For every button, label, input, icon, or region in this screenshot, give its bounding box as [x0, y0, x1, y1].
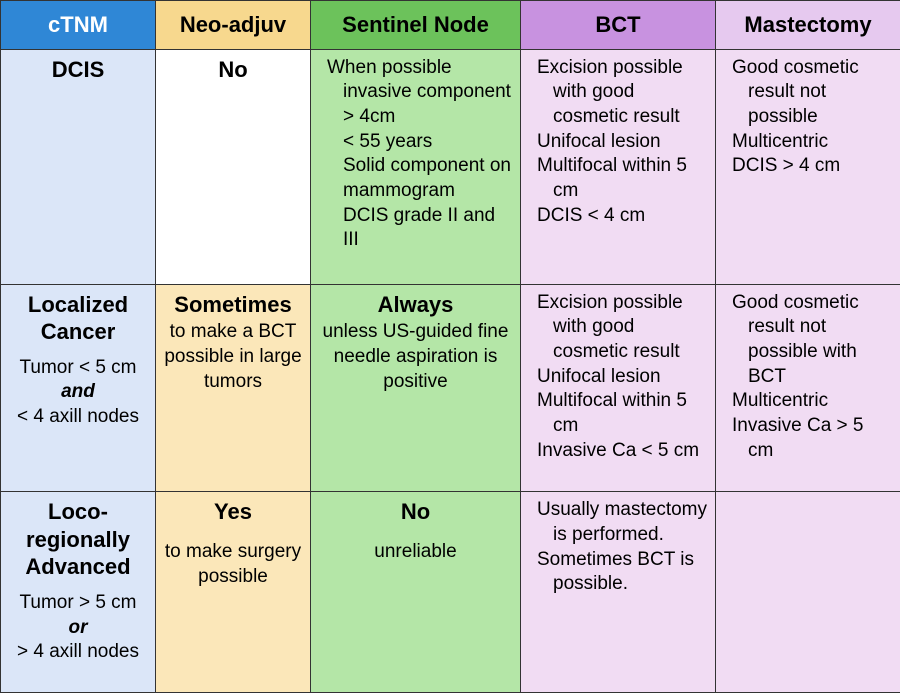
col-header-sentinel: Sentinel Node — [311, 1, 521, 50]
cell-line: Sometimes BCT is possible. — [529, 548, 707, 597]
cell-line: > 4cm — [319, 105, 512, 130]
cell-lead: Always — [319, 291, 512, 319]
cell-line: Multifocal within 5 cm — [529, 154, 707, 203]
row-label: Loco-regionally Advanced Tumor > 5 cmor> … — [1, 492, 156, 693]
cell-lead: Yes — [164, 498, 302, 526]
cell-neoadjuv: Yes to make surgery possible — [156, 492, 311, 693]
cell-neoadjuv: Sometimesto make a BCT possible in large… — [156, 284, 311, 492]
treatment-decision-table: cTNMNeo-adjuvSentinel NodeBCTMastectomy … — [0, 0, 900, 693]
cell-line: Usually mastectomy is performed. — [529, 498, 707, 547]
cell-bct: Excision possible with good cosmetic res… — [521, 49, 716, 284]
cell-line: Unifocal lesion — [529, 365, 707, 390]
cell-line: DCIS > 4 cm — [724, 154, 892, 179]
table-row: Localized Cancer Tumor < 5 cmand< 4 axill… — [1, 284, 900, 492]
cell-line: Invasive Ca > 5 cm — [724, 414, 892, 463]
cell-line: Unifocal lesion — [529, 130, 707, 155]
row-label-head: DCIS — [9, 56, 147, 84]
cell-detail: to make a BCT possible in large tumors — [164, 320, 302, 394]
cell-detail: to make surgery possible — [164, 540, 302, 589]
header-row: cTNMNeo-adjuvSentinel NodeBCTMastectomy — [1, 1, 900, 50]
col-header-ctnm: cTNM — [1, 1, 156, 50]
cell-mastectomy — [716, 492, 900, 693]
row-label: DCIS — [1, 49, 156, 284]
cell-mastectomy: Good cosmetic result not possible with B… — [716, 284, 900, 492]
cell-line: Excision possible with good cosmetic res… — [529, 56, 707, 130]
row-label-sub: Tumor > 5 cmor> 4 axill nodes — [9, 591, 147, 665]
row-label-head: Localized Cancer — [9, 291, 147, 346]
table-row: Loco-regionally Advanced Tumor > 5 cmor> … — [1, 492, 900, 693]
row-label-head: Loco-regionally Advanced — [9, 498, 147, 581]
cell-lead: Sometimes — [164, 291, 302, 319]
cell-sentinel: When possible invasive component> 4cm< 5… — [311, 49, 521, 284]
col-header-bct: BCT — [521, 1, 716, 50]
cell-bct: Excision possible with good cosmetic res… — [521, 284, 716, 492]
cell-lead: No — [319, 498, 512, 526]
cell-line: Multicentric — [724, 130, 892, 155]
cell-line: < 55 years — [319, 130, 512, 155]
cell-line: Good cosmetic result not possible — [724, 56, 892, 130]
cell-line: Excision possible with good cosmetic res… — [529, 291, 707, 365]
cell-line: When possible invasive component — [319, 56, 512, 105]
row-label-sub: Tumor < 5 cmand< 4 axill nodes — [9, 356, 147, 430]
row-label: Localized Cancer Tumor < 5 cmand< 4 axill… — [1, 284, 156, 492]
cell-line: Multicentric — [724, 389, 892, 414]
cell-line: Good cosmetic result not possible with B… — [724, 291, 892, 390]
cell-line: DCIS < 4 cm — [529, 204, 707, 229]
cell-detail: unreliable — [319, 540, 512, 565]
col-header-mastectomy: Mastectomy — [716, 1, 900, 50]
table-row: DCIS No When possible invasive component> … — [1, 49, 900, 284]
cell-neoadjuv: No — [156, 49, 311, 284]
cell-line: Invasive Ca < 5 cm — [529, 439, 707, 464]
cell-bct: Usually mastectomy is performed.Sometime… — [521, 492, 716, 693]
cell-sentinel: No unreliable — [311, 492, 521, 693]
cell-lead: No — [164, 56, 302, 84]
cell-line: Multifocal within 5 cm — [529, 389, 707, 438]
cell-line: Solid component on mammogram — [319, 154, 512, 203]
cell-detail: unless US-guided fine needle aspiration … — [319, 320, 512, 394]
cell-mastectomy: Good cosmetic result not possibleMultice… — [716, 49, 900, 284]
col-header-neo: Neo-adjuv — [156, 1, 311, 50]
cell-sentinel: Alwaysunless US-guided fine needle aspir… — [311, 284, 521, 492]
cell-line: DCIS grade II and III — [319, 204, 512, 253]
